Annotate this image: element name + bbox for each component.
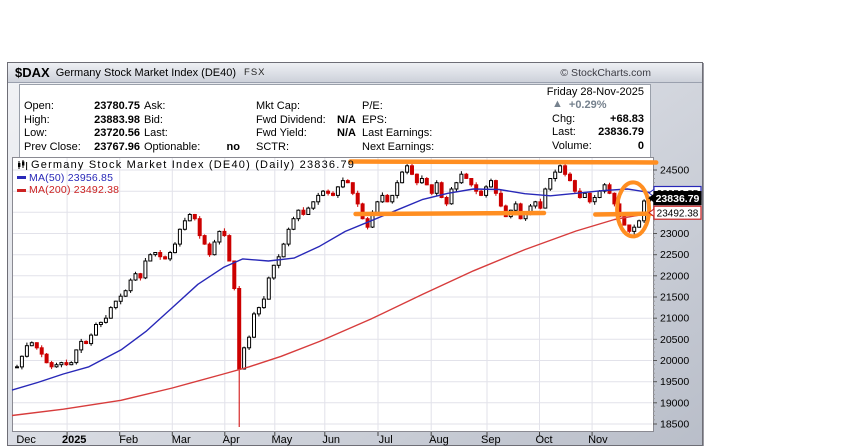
legend-ma50-row: MA(50) 23956.85 (17, 172, 355, 185)
volume-row: Volume: 0 (552, 140, 644, 154)
fwd-dividend-label: Fwd Dividend: (256, 113, 326, 126)
svg-text:Apr: Apr (223, 434, 240, 446)
svg-text:21500: 21500 (660, 292, 689, 304)
up-triangle-icon: ▲ (552, 98, 563, 110)
last-row: Last: 23836.79 (552, 126, 644, 140)
svg-text:19500: 19500 (660, 376, 689, 388)
chg-label: Chg: (552, 112, 576, 125)
last-label: Last: (552, 126, 576, 138)
quote-col-earnings: P/E: EPS: Last Earnings: Next Earnings: (362, 100, 434, 154)
svg-text:Jun: Jun (322, 434, 340, 446)
support-line (353, 210, 547, 217)
quote-col-ohlc: Open: 23780.75 High: 23883.98 Low: 23720.56… (24, 100, 140, 154)
legend-ma200-row: MA(200) 23492.38 (17, 184, 355, 197)
svg-text:22000: 22000 (660, 270, 689, 282)
svg-text:22500: 22500 (660, 249, 689, 261)
eps-label: EPS: (362, 113, 388, 126)
highlight-ellipse (615, 180, 652, 239)
index-title: Germany Stock Market Index (DE40) (55, 66, 237, 79)
pe-label: P/E: (362, 100, 383, 112)
percent-change-value: +0.29% (568, 99, 607, 111)
x-axis: Dec 2025 Feb Mar Apr May Jun Jul Aug Sep Oct Nov (16, 432, 608, 446)
stockcharts-copyright-link[interactable]: © StockCharts.com (560, 66, 651, 79)
callout-text-ma200: 23492.38 (657, 209, 699, 220)
low-value: 23720.56 (94, 127, 140, 139)
mktcap-label: Mkt Cap: (256, 100, 301, 112)
fwd-dividend-value: N/A (337, 113, 356, 126)
svg-text:20000: 20000 (660, 355, 689, 367)
svg-text:21000: 21000 (660, 313, 689, 325)
plot-area (12, 157, 654, 432)
svg-text:2025: 2025 (62, 434, 86, 446)
fwd-yield-value: N/A (337, 127, 356, 139)
sctr-label: SCTR: (256, 140, 289, 153)
prev-close-value: 23767.96 (94, 140, 140, 153)
chg-value: +68.83 (610, 112, 644, 125)
svg-text:18500: 18500 (660, 419, 689, 431)
ma50-line (11, 188, 654, 391)
svg-text:19000: 19000 (660, 397, 689, 409)
chg-row: Chg: +68.83 (552, 113, 644, 127)
svg-text:Nov: Nov (588, 434, 608, 446)
svg-text:24500: 24500 (660, 165, 689, 177)
prev-close-label: Prev Close: (24, 140, 81, 153)
quote-panel: Friday 28-Nov-2025 Open: 23780.75 High: 23… (19, 84, 651, 159)
svg-text:23000: 23000 (660, 228, 689, 240)
callout-text-last: 23836.79 (656, 193, 700, 205)
quote-col-change: ▲ +0.29% Chg: +68.83 Last: 23836.79 Volume:… (552, 98, 644, 154)
svg-text:Sep: Sep (481, 434, 501, 446)
ma50-swatch (17, 176, 26, 180)
svg-text:Feb: Feb (119, 434, 138, 446)
last-trade-label: Last: (144, 127, 168, 139)
svg-text:Aug: Aug (429, 434, 449, 446)
ma200-line (11, 212, 654, 417)
chart-card: $DAX Germany Stock Market Index (DE40) F… (7, 62, 703, 446)
svg-text:Dec: Dec (16, 434, 36, 446)
price-chart: 18500 19000 19500 20000 20500 21000 21500 22000… (11, 157, 702, 446)
annotations (348, 159, 663, 239)
volume-label: Volume: (552, 139, 592, 152)
optionable-label: Optionable: (144, 140, 201, 153)
legend-series-row: Germany Stock Market Index (DE40) (Daily… (17, 159, 355, 172)
svg-text:Oct: Oct (535, 434, 552, 446)
chart-titlebar: $DAX Germany Stock Market Index (DE40) F… (8, 63, 702, 83)
resistance-line (348, 159, 659, 165)
symbol-label: $DAX (15, 65, 50, 80)
quote-col-fundamentals: Mkt Cap: Fwd Dividend: N/A Fwd Yield: N/A … (256, 100, 356, 154)
callout-box-last (653, 190, 702, 206)
candlestick-chart-icon (18, 160, 28, 171)
ma200-swatch (17, 188, 26, 192)
optionable-value: no (226, 140, 240, 153)
bid-label: Bid: (144, 113, 163, 126)
percent-change-row: ▲ +0.29% (552, 98, 644, 113)
quote-date: Friday 28-Nov-2025 (546, 86, 644, 98)
legend-ma200-label: MA(200) 23492.38 (29, 184, 120, 196)
open-label: Open: (24, 100, 54, 112)
high-label: High: (24, 113, 50, 126)
open-value: 23780.75 (94, 100, 140, 112)
ask-label: Ask: (144, 100, 166, 112)
exchange-label: FSX (244, 67, 266, 78)
last-value: 23836.79 (598, 126, 644, 138)
next-earnings-label: Next Earnings: (362, 140, 435, 153)
callout-box-ma200 (653, 205, 702, 220)
svg-text:Jul: Jul (379, 434, 393, 446)
svg-text:Mar: Mar (172, 434, 191, 446)
last-earnings-label: Last Earnings: (362, 127, 433, 139)
legend-series-label: Germany Stock Market Index (DE40) (Daily… (31, 159, 356, 171)
high-value: 23883.98 (94, 113, 140, 126)
legend-ma50-label: MA(50) 23956.85 (29, 171, 114, 184)
volume-value: 0 (637, 139, 644, 152)
quote-col-bidask: Ask: Bid: Last: Optionable: no (144, 100, 240, 154)
candlesticks (15, 163, 651, 427)
svg-text:May: May (272, 434, 293, 446)
svg-text:20500: 20500 (660, 334, 689, 346)
fwd-yield-label: Fwd Yield: (256, 127, 307, 139)
chart-legend: Germany Stock Market Index (DE40) (Daily… (17, 159, 355, 197)
low-label: Low: (24, 127, 48, 139)
